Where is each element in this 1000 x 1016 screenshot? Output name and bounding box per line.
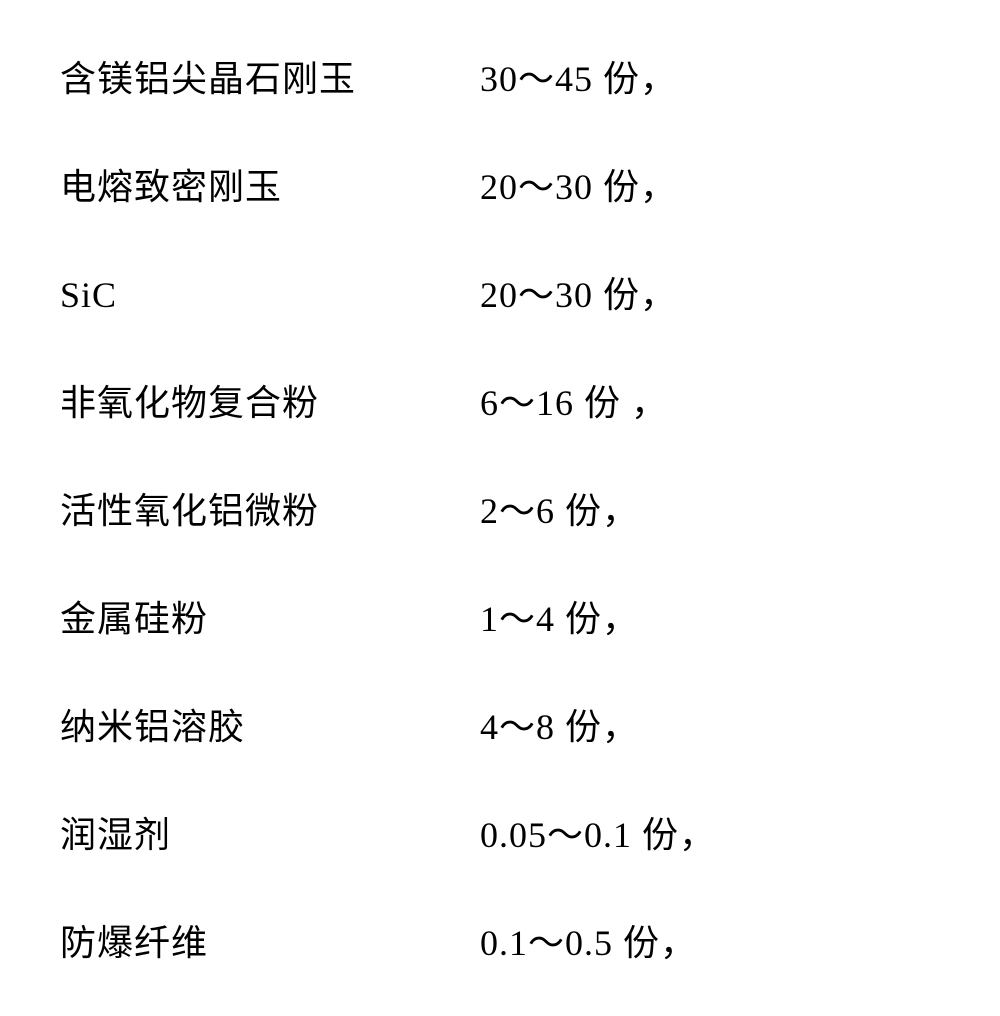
ingredient-amount: 0.1～0.5 份，	[480, 914, 697, 966]
ingredient-name: SiC	[60, 274, 480, 316]
ingredient-amount: 20～30 份，	[480, 266, 677, 318]
table-row: 活性氧化铝微粉 2～6 份，	[60, 482, 940, 534]
table-row: 非氧化物复合粉 6～16 份 ，	[60, 374, 940, 426]
ingredient-amount: 6～16 份 ，	[480, 374, 668, 426]
ingredient-list: 含镁铝尖晶石刚玉 30～45 份， 电熔致密刚玉 20～30 份， SiC 20…	[60, 50, 940, 966]
ingredient-amount: 0.05～0.1 份，	[480, 806, 716, 858]
table-row: 电熔致密刚玉 20～30 份，	[60, 158, 940, 210]
table-row: 防爆纤维 0.1～0.5 份，	[60, 914, 940, 966]
table-row: 含镁铝尖晶石刚玉 30～45 份，	[60, 50, 940, 102]
ingredient-amount: 30～45 份，	[480, 50, 677, 102]
ingredient-amount: 1～4 份，	[480, 590, 639, 642]
ingredient-name: 电熔致密刚玉	[60, 158, 480, 210]
ingredient-name: 防爆纤维	[60, 914, 480, 966]
table-row: 金属硅粉 1～4 份，	[60, 590, 940, 642]
ingredient-amount: 4～8 份，	[480, 698, 639, 750]
ingredient-amount: 2～6 份，	[480, 482, 639, 534]
table-row: 润湿剂 0.05～0.1 份，	[60, 806, 940, 858]
table-row: SiC 20～30 份，	[60, 266, 940, 318]
ingredient-amount: 20～30 份，	[480, 158, 677, 210]
ingredient-name: 润湿剂	[60, 806, 480, 858]
ingredient-name: 金属硅粉	[60, 590, 480, 642]
table-row: 纳米铝溶胶 4～8 份，	[60, 698, 940, 750]
ingredient-name: 非氧化物复合粉	[60, 374, 480, 426]
ingredient-name: 活性氧化铝微粉	[60, 482, 480, 534]
ingredient-name: 纳米铝溶胶	[60, 698, 480, 750]
ingredient-name: 含镁铝尖晶石刚玉	[60, 50, 480, 102]
